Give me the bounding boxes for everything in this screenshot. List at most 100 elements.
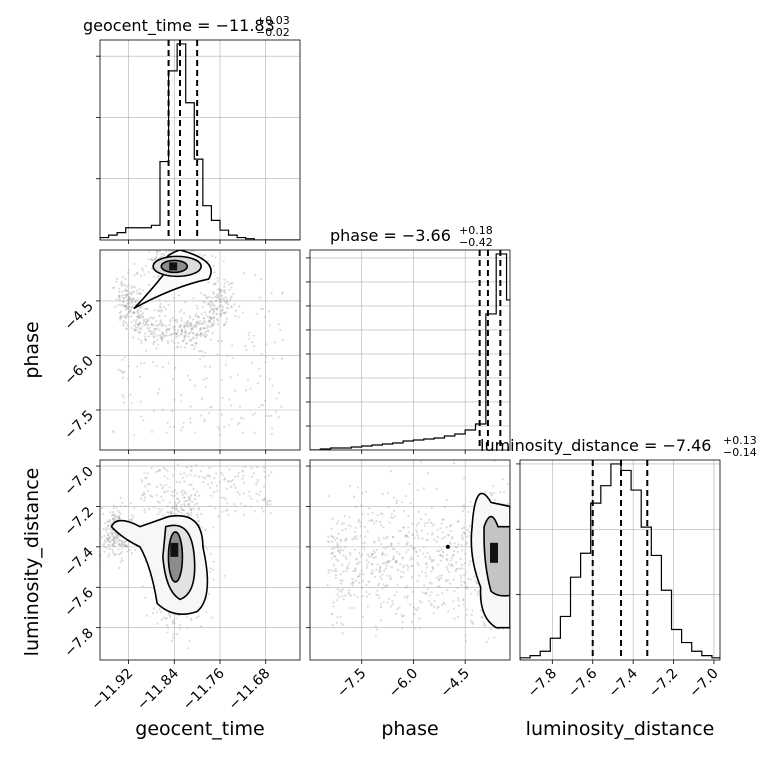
sample-point [112, 541, 115, 544]
sample-point [106, 537, 109, 541]
sample-point [359, 534, 362, 538]
sample-point [161, 332, 164, 335]
sample-point [226, 354, 229, 357]
sample-point [160, 508, 163, 511]
sample-point [277, 323, 281, 326]
sample-point [124, 304, 128, 307]
sample-point [224, 498, 227, 501]
sample-point [374, 625, 378, 628]
sample-point [430, 507, 433, 510]
sample-point [206, 474, 209, 477]
sample-point [330, 527, 333, 530]
sample-point [199, 328, 202, 331]
sample-point [467, 577, 470, 581]
sample-point [457, 599, 460, 602]
sample-point [376, 589, 379, 592]
sample-point [141, 269, 145, 272]
sample-point [449, 559, 452, 562]
sample-point [119, 317, 122, 320]
sample-point [420, 529, 424, 532]
sample-point [371, 569, 374, 572]
sample-point [346, 564, 350, 567]
sample-point [438, 578, 441, 581]
sample-point [155, 334, 159, 338]
x-tick-label: −7.6 [565, 665, 600, 700]
sample-point [178, 481, 182, 484]
sample-point [172, 425, 176, 428]
sample-point [394, 612, 397, 616]
sample-point [174, 328, 177, 332]
sample-point [334, 567, 337, 571]
sample-point [231, 478, 235, 482]
sample-point [111, 533, 114, 536]
sample-point [101, 512, 105, 515]
sample-point [191, 326, 195, 329]
sample-point [238, 305, 241, 308]
sample-point [121, 543, 124, 546]
sample-point [215, 308, 218, 311]
sample-point [406, 568, 409, 571]
sample-point [329, 440, 331, 442]
sample-point [212, 291, 215, 294]
sample-point [459, 574, 462, 577]
sample-point [204, 529, 207, 532]
sample-point [335, 522, 338, 525]
sample-point [103, 539, 106, 542]
sample-point [337, 532, 340, 536]
sample-point [112, 511, 115, 514]
sample-point [511, 598, 513, 600]
histogram-phase [310, 253, 510, 450]
sample-point [420, 570, 424, 573]
sample-point [145, 307, 148, 310]
sample-point [127, 268, 130, 272]
sample-point [148, 250, 151, 253]
sample-point [108, 536, 111, 539]
sample-point [386, 561, 390, 564]
sample-point [192, 297, 195, 300]
sample-point [166, 505, 169, 508]
sample-point [333, 536, 336, 539]
sample-point [167, 341, 170, 345]
sample-point [192, 337, 195, 340]
sample-point [236, 423, 240, 426]
sample-point [215, 484, 218, 487]
sample-point [190, 514, 193, 517]
sample-point [428, 518, 431, 521]
sample-point [367, 513, 370, 516]
sample-point [255, 492, 258, 495]
sample-point [139, 400, 142, 403]
sample-point [212, 568, 215, 571]
sample-point [128, 302, 131, 305]
sample-point [168, 334, 171, 337]
sample-point [136, 310, 139, 313]
sample-point [161, 408, 164, 411]
sample-point [222, 289, 226, 293]
sample-point [111, 544, 114, 547]
sample-point [130, 293, 133, 296]
sample-point [118, 535, 121, 538]
sample-point [182, 339, 185, 343]
sample-point [154, 328, 158, 331]
sample-point [204, 294, 207, 298]
sample-point [158, 469, 161, 472]
sample-point [394, 560, 397, 564]
sample-point [454, 545, 457, 549]
sample-point [202, 293, 205, 297]
sample-point [214, 282, 217, 286]
sample-point [119, 310, 122, 313]
sample-point [485, 640, 488, 644]
sample-point [164, 315, 167, 318]
sample-point [411, 533, 414, 537]
sample-point [211, 304, 214, 307]
sample-point [182, 421, 185, 424]
sample-point [338, 596, 341, 599]
sample-point [347, 588, 351, 592]
sample-point [153, 327, 156, 330]
sample-point [406, 541, 410, 544]
sample-point [406, 526, 410, 529]
sample-point [174, 332, 177, 335]
sample-point [170, 333, 173, 336]
sample-point [351, 581, 354, 585]
sample-point [440, 603, 443, 606]
sample-point [437, 579, 440, 582]
